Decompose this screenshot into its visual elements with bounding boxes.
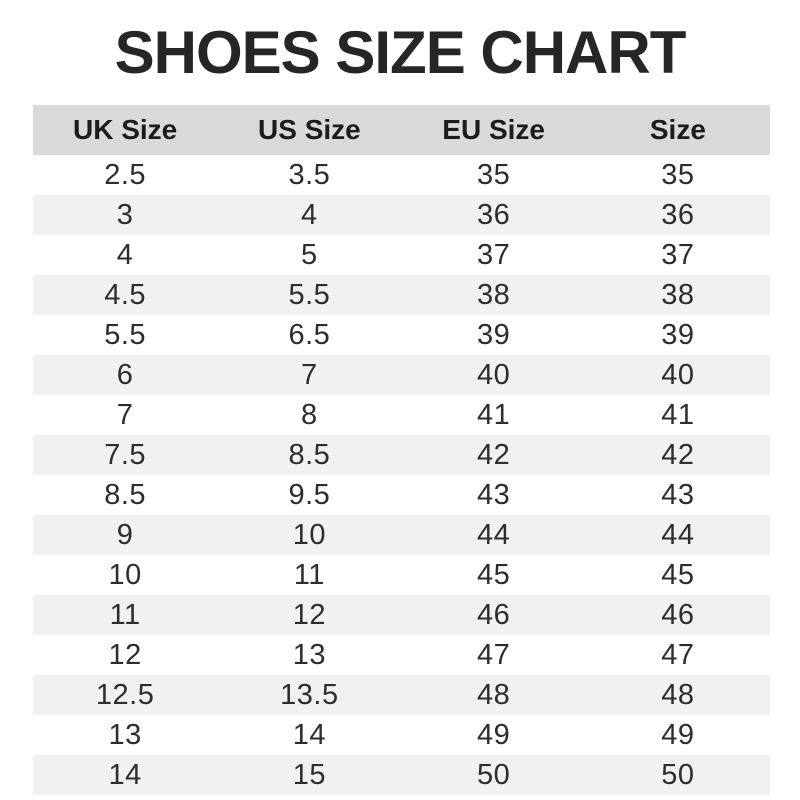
table-cell: 8 [217, 395, 402, 435]
table-cell: 2.5 [33, 155, 218, 195]
table-cell: 10 [33, 555, 218, 595]
table-cell: 8.5 [33, 475, 218, 515]
table-cell: 9.5 [217, 475, 402, 515]
table-cell: 41 [585, 395, 770, 435]
table-cell: 7 [217, 355, 402, 395]
table-cell: 48 [585, 675, 770, 715]
table-cell: 38 [401, 275, 586, 315]
table-cell: 40 [585, 355, 770, 395]
table-cell: 10 [217, 515, 402, 555]
table-cell: 5 [217, 235, 402, 275]
page-title: SHOES SIZE CHART [114, 19, 687, 86]
table-cell: 13 [217, 635, 402, 675]
table-row: 2.5 3.5 35 35 [33, 155, 770, 195]
table-cell: 9 [33, 515, 218, 555]
table-cell: 12 [33, 635, 218, 675]
table-cell: 45 [401, 555, 586, 595]
table-cell: 47 [585, 635, 770, 675]
table-cell: 11 [217, 555, 402, 595]
table-cell: 13.5 [217, 675, 402, 715]
table-row: 4 5 37 37 [33, 235, 770, 275]
table-cell: 5.5 [33, 315, 218, 355]
table-row: 12 13 47 47 [33, 635, 770, 675]
table-cell: 49 [585, 715, 770, 755]
table-cell: 43 [401, 475, 586, 515]
table-header: UK Size US Size EU Size Size [33, 105, 770, 155]
table-cell: 43 [585, 475, 770, 515]
table-row: 3 4 36 36 [33, 195, 770, 235]
table-cell: 11 [33, 595, 218, 635]
column-header-size: Size [585, 105, 770, 155]
table-cell: 37 [585, 235, 770, 275]
table-row: 7 8 41 41 [33, 395, 770, 435]
table-cell: 37 [401, 235, 586, 275]
table-row: 7.5 8.5 42 42 [33, 435, 770, 475]
table-cell: 12 [217, 595, 402, 635]
column-header-us-size: US Size [217, 105, 402, 155]
table-cell: 47 [401, 635, 586, 675]
table-cell: 6 [33, 355, 218, 395]
table-cell: 35 [585, 155, 770, 195]
table-cell: 14 [217, 715, 402, 755]
table-row: 5.5 6.5 39 39 [33, 315, 770, 355]
table-cell: 15 [217, 755, 402, 795]
table-cell: 6.5 [217, 315, 402, 355]
table-cell: 12.5 [33, 675, 218, 715]
table-cell: 4 [217, 195, 402, 235]
table-cell: 7 [33, 395, 218, 435]
table-cell: 4.5 [33, 275, 218, 315]
table-row: 13 14 49 49 [33, 715, 770, 755]
table-cell: 36 [401, 195, 586, 235]
column-header-uk-size: UK Size [33, 105, 218, 155]
table-cell: 46 [585, 595, 770, 635]
table-header-row: UK Size US Size EU Size Size [33, 105, 770, 155]
table-row: 14 15 50 50 [33, 755, 770, 795]
table-cell: 48 [401, 675, 586, 715]
table-cell: 39 [585, 315, 770, 355]
column-header-eu-size: EU Size [401, 105, 586, 155]
table-cell: 44 [585, 515, 770, 555]
table-cell: 7.5 [33, 435, 218, 475]
table-body: 2.5 3.5 35 35 3 4 36 36 4 5 37 37 4.5 5.5 38 38 5.5 6.5 39… [33, 155, 770, 795]
table-cell: 8.5 [217, 435, 402, 475]
table-row: 8.5 9.5 43 43 [33, 475, 770, 515]
table-row: 11 12 46 46 [33, 595, 770, 635]
table-cell: 42 [401, 435, 586, 475]
table-cell: 38 [585, 275, 770, 315]
table-cell: 35 [401, 155, 586, 195]
table-cell: 39 [401, 315, 586, 355]
table-cell: 42 [585, 435, 770, 475]
table-row: 12.5 13.5 48 48 [33, 675, 770, 715]
table-cell: 49 [401, 715, 586, 755]
table-cell: 3 [33, 195, 218, 235]
shoe-size-table: UK Size US Size EU Size Size 2.5 3.5 35 35 3… [33, 105, 770, 795]
table-cell: 3.5 [217, 155, 402, 195]
table-row: 10 11 45 45 [33, 555, 770, 595]
table-row: 6 7 40 40 [33, 355, 770, 395]
table-cell: 50 [585, 755, 770, 795]
table-cell: 14 [33, 755, 218, 795]
table-cell: 5.5 [217, 275, 402, 315]
table-row: 4.5 5.5 38 38 [33, 275, 770, 315]
table-cell: 36 [585, 195, 770, 235]
table-cell: 45 [585, 555, 770, 595]
table-cell: 41 [401, 395, 586, 435]
table-cell: 40 [401, 355, 586, 395]
table-cell: 46 [401, 595, 586, 635]
table-cell: 50 [401, 755, 586, 795]
table-cell: 13 [33, 715, 218, 755]
table-cell: 44 [401, 515, 586, 555]
table-cell: 4 [33, 235, 218, 275]
table-row: 9 10 44 44 [33, 515, 770, 555]
